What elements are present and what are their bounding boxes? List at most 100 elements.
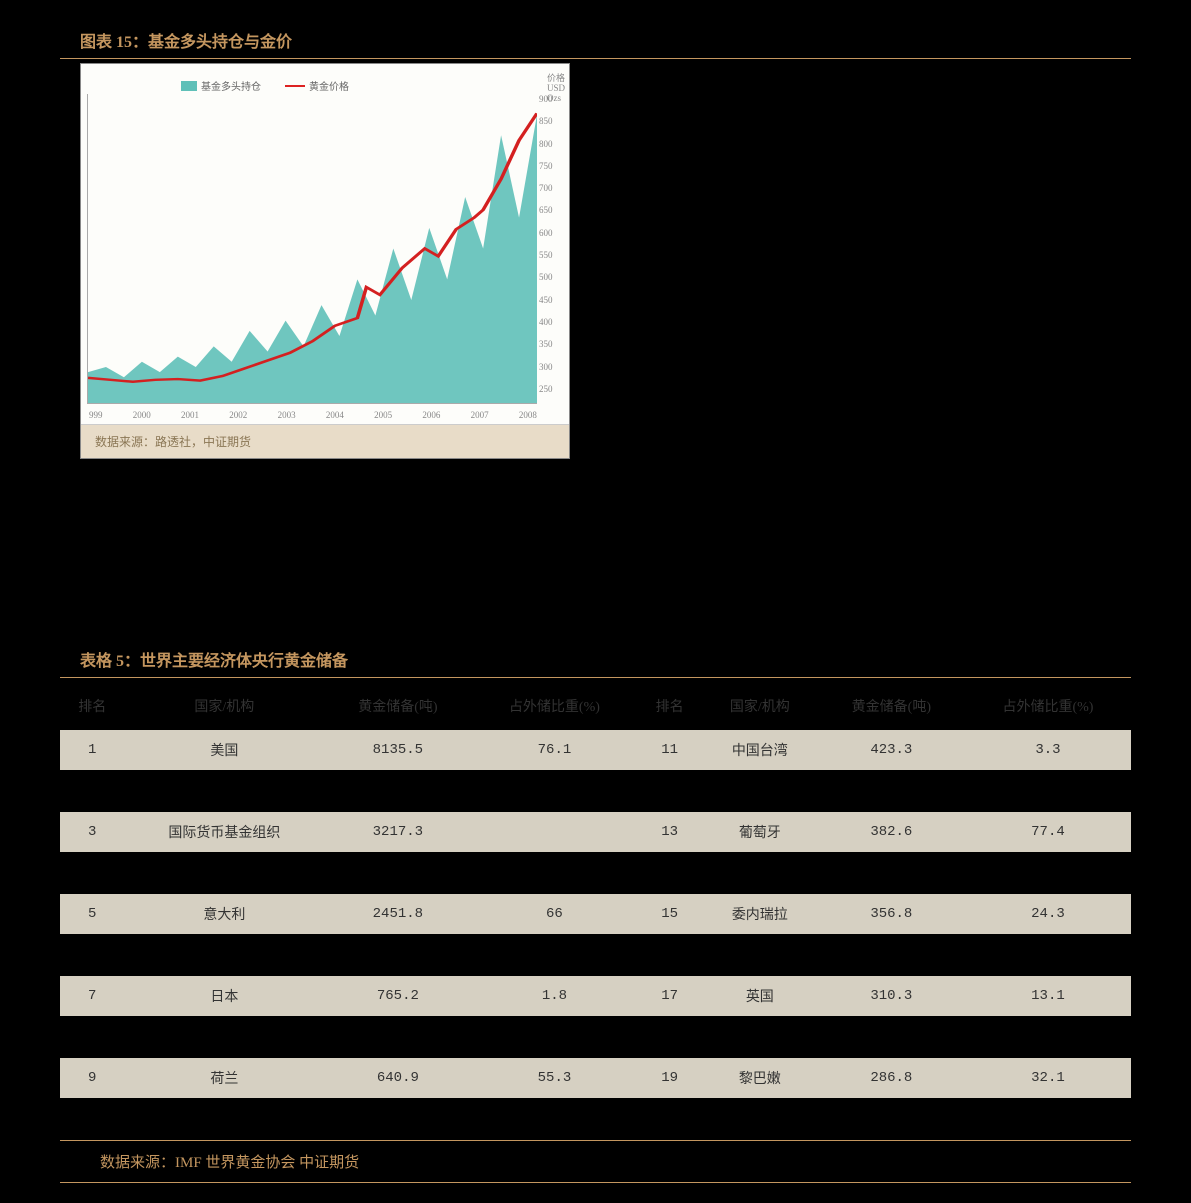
table-row: 1美国8135.576.111中国台湾423.33.3 [60, 730, 1131, 770]
plot-area [87, 94, 537, 404]
table-cell [637, 1016, 701, 1058]
chart-plot: 基金多头持仓 黄金价格 价格USDOzs 9008508007507006506… [81, 64, 569, 424]
table-cell: 意大利 [124, 894, 324, 934]
table-cell: 765.2 [324, 976, 471, 1016]
table-cell: 13.1 [965, 976, 1131, 1016]
table-cell: 日本 [124, 976, 324, 1016]
table-cell: 17 [637, 976, 701, 1016]
table-cell: 32.1 [965, 1058, 1131, 1098]
table-cell [60, 852, 124, 894]
table-cell [702, 852, 818, 894]
table-cell: 委内瑞拉 [702, 894, 818, 934]
legend-item-line: 黄金价格 [285, 78, 349, 93]
table-cell: 中国台湾 [702, 730, 818, 770]
table-cell [965, 770, 1131, 812]
table-cell: 382.6 [818, 812, 965, 852]
table-cell: 葡萄牙 [702, 812, 818, 852]
table-row [60, 852, 1131, 894]
table-cell [60, 770, 124, 812]
chart-source: 数据来源：路透社，中证期货 [81, 424, 569, 458]
table-cell [471, 812, 637, 852]
table-row: 3国际货币基金组织3217.3 13葡萄牙382.677.4 [60, 812, 1131, 852]
y-axis-right: 9008508007507006506005505004504003503002… [539, 94, 567, 394]
table-cell [965, 1098, 1131, 1140]
table-cell [818, 852, 965, 894]
table-cell: 423.3 [818, 730, 965, 770]
table-cell: 76.1 [471, 730, 637, 770]
gold-reserves-table: 排名 国家/机构 黄金储备(吨) 占外储比重(%) 排名 国家/机构 黄金储备(… [60, 682, 1131, 1141]
table-cell [124, 1098, 324, 1140]
table-cell: 1.8 [471, 976, 637, 1016]
table-cell: 11 [637, 730, 701, 770]
table-cell: 9 [60, 1058, 124, 1098]
legend-item-area: 基金多头持仓 [181, 78, 261, 93]
table-cell: 3217.3 [324, 812, 471, 852]
table-cell [60, 934, 124, 976]
table-row [60, 770, 1131, 812]
table-cell [124, 934, 324, 976]
table-source: 数据来源：IMF 世界黄金协会 中证期货 [60, 1141, 1131, 1183]
table-cell [818, 1098, 965, 1140]
table-cell: 美国 [124, 730, 324, 770]
table-cell: 英国 [702, 976, 818, 1016]
table-cell: 7 [60, 976, 124, 1016]
legend-label-line: 黄金价格 [309, 78, 349, 93]
table-cell [702, 1016, 818, 1058]
legend-label-area: 基金多头持仓 [201, 78, 261, 93]
table-cell [637, 770, 701, 812]
table-row [60, 1016, 1131, 1058]
col-country-l: 国家/机构 [124, 682, 324, 730]
table-cell [60, 1016, 124, 1058]
col-rank-r: 排名 [637, 682, 701, 730]
table-cell [324, 770, 471, 812]
table-cell: 66 [471, 894, 637, 934]
area-series [88, 115, 537, 403]
table-cell [124, 852, 324, 894]
col-rank-l: 排名 [60, 682, 124, 730]
table-row [60, 934, 1131, 976]
table-cell: 1 [60, 730, 124, 770]
table-cell: 2451.8 [324, 894, 471, 934]
table-cell [324, 852, 471, 894]
table-cell [471, 852, 637, 894]
table-cell: 77.4 [965, 812, 1131, 852]
table-cell [818, 1016, 965, 1058]
table-cell [60, 1098, 124, 1140]
table-cell: 13 [637, 812, 701, 852]
table-cell [471, 1098, 637, 1140]
table-cell: 5 [60, 894, 124, 934]
table-cell: 国际货币基金组织 [124, 812, 324, 852]
table-cell: 310.3 [818, 976, 965, 1016]
table-cell: 8135.5 [324, 730, 471, 770]
table-row: 9荷兰640.955.319黎巴嫩286.832.1 [60, 1058, 1131, 1098]
table-cell: 24.3 [965, 894, 1131, 934]
table-row: 5意大利2451.86615委内瑞拉356.824.3 [60, 894, 1131, 934]
table-cell [471, 1016, 637, 1058]
figure-title: 图表 15：基金多头持仓与金价 [60, 20, 1131, 59]
table-cell [965, 934, 1131, 976]
chart-svg [88, 94, 537, 403]
table-cell [124, 770, 324, 812]
table-row [60, 1098, 1131, 1140]
col-tonnes-l: 黄金储备(吨) [324, 682, 471, 730]
table-cell [471, 770, 637, 812]
table-cell [818, 934, 965, 976]
table-cell [637, 1098, 701, 1140]
table-cell: 19 [637, 1058, 701, 1098]
table-cell [965, 1016, 1131, 1058]
table-cell [637, 934, 701, 976]
table-cell: 荷兰 [124, 1058, 324, 1098]
col-share-l: 占外储比重(%) [471, 682, 637, 730]
table-cell: 3 [60, 812, 124, 852]
table-cell [818, 770, 965, 812]
table-cell: 286.8 [818, 1058, 965, 1098]
col-country-r: 国家/机构 [702, 682, 818, 730]
table-header-row: 排名 国家/机构 黄金储备(吨) 占外储比重(%) 排名 国家/机构 黄金储备(… [60, 682, 1131, 730]
table-cell [637, 852, 701, 894]
table-cell: 15 [637, 894, 701, 934]
table-cell [965, 852, 1131, 894]
table-cell: 黎巴嫩 [702, 1058, 818, 1098]
table-cell [324, 1098, 471, 1140]
table-cell [324, 1016, 471, 1058]
col-tonnes-r: 黄金储备(吨) [818, 682, 965, 730]
